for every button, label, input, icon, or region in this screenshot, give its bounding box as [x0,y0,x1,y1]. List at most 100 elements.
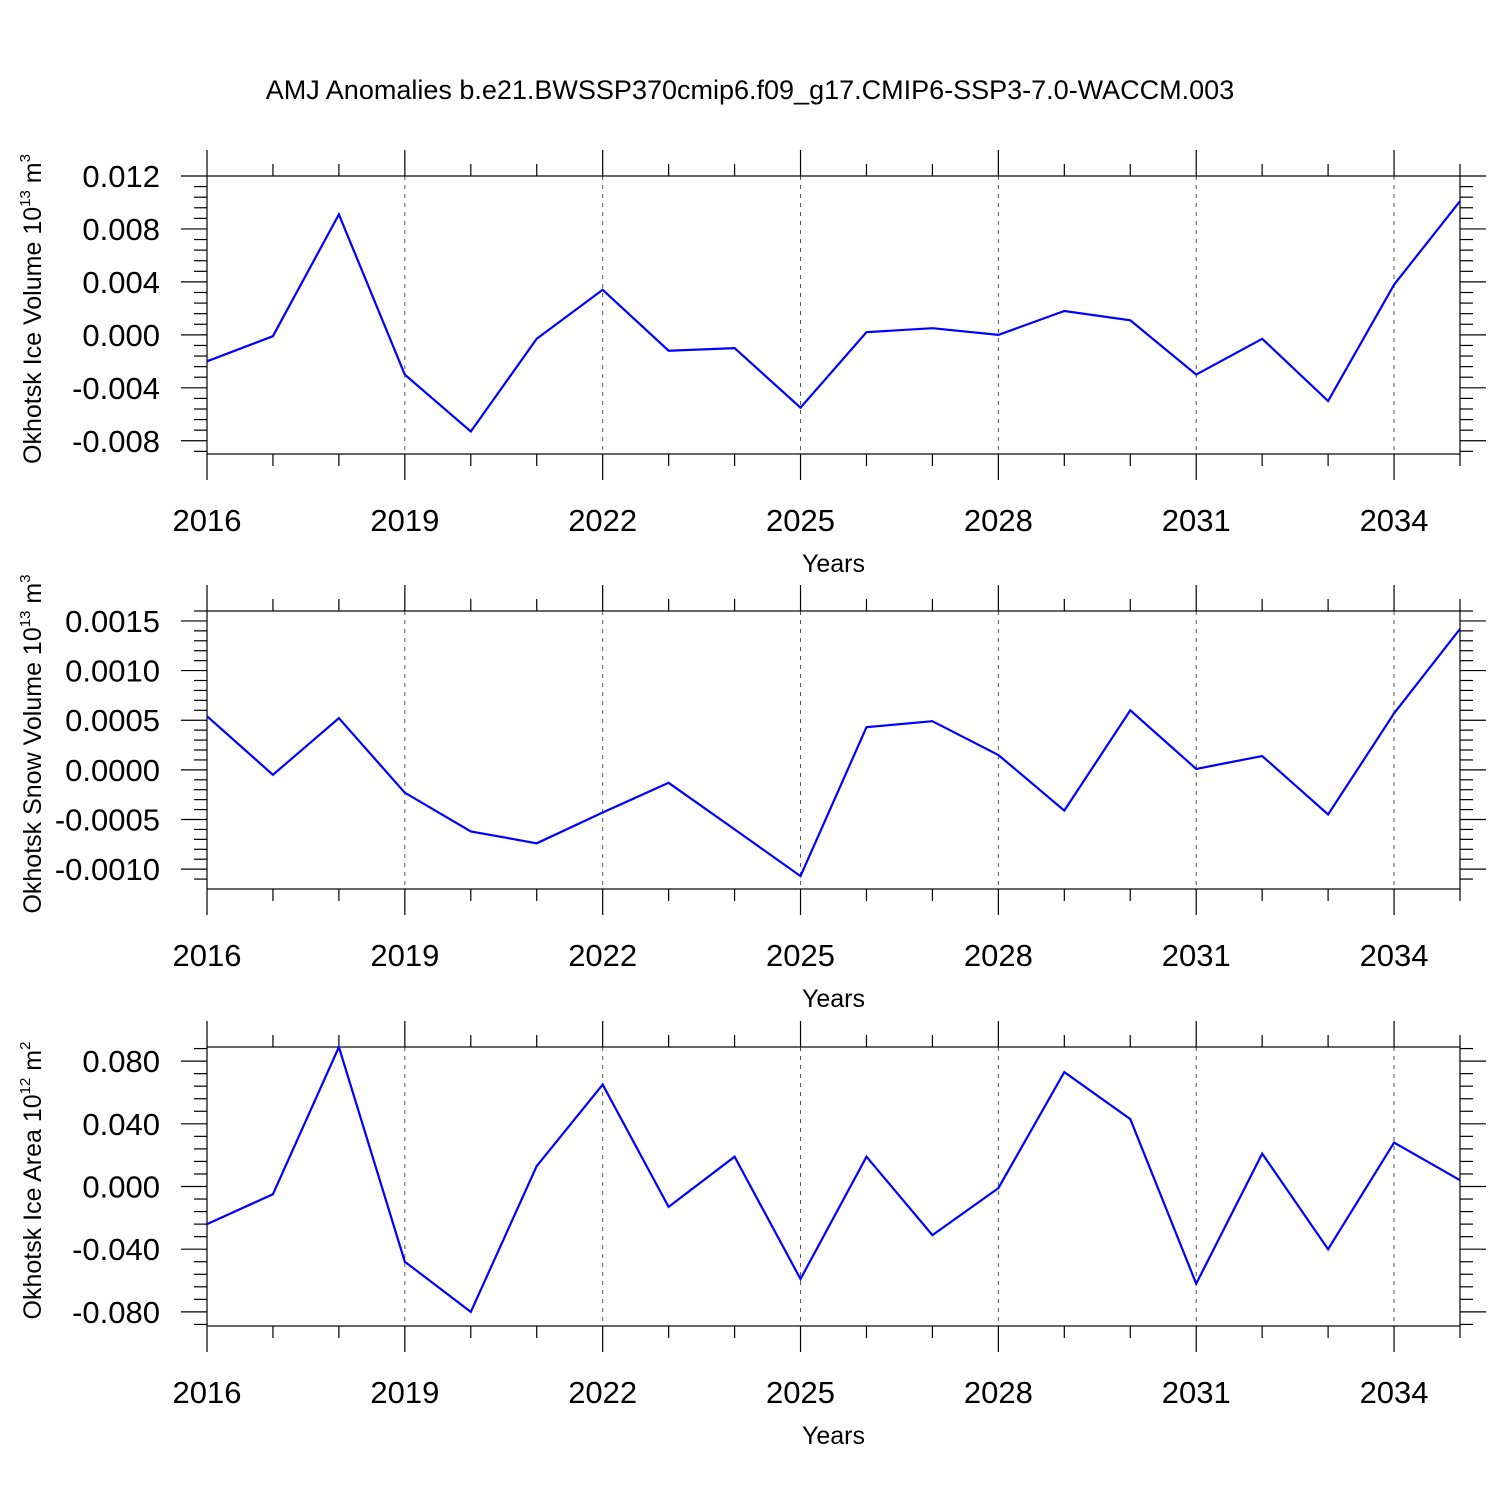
y-axis-label-part: m [19,583,47,611]
data-point [1260,754,1264,758]
data-point [733,346,737,350]
data-point [930,326,934,330]
data-point [799,406,803,410]
data-point [996,333,1000,337]
y-tick-label: 0.0000 [65,753,160,788]
data-point [1194,373,1198,377]
y-tick-label: 0.000 [82,1170,160,1205]
x-tick-label: 2022 [568,938,637,973]
data-point [271,773,275,777]
data-point [601,811,605,815]
data-point [1260,1152,1264,1156]
y-axis-label-superscript: 13 [17,190,34,207]
x-tick-label: 2016 [173,938,242,973]
x-tick-label: 2019 [370,938,439,973]
data-point [205,359,209,363]
data-point [535,1164,539,1168]
y-tick-label: -0.040 [72,1232,160,1267]
y-tick-label: 0.080 [82,1044,160,1079]
x-tick-label: 2034 [1360,1375,1429,1410]
plot-frame [206,1046,1461,1327]
x-tick-label: 2028 [964,503,1033,538]
y-axis-label-part: Okhotsk Ice Area 10 [19,1094,47,1319]
y-axis-label-superscript: 13 [17,611,34,628]
data-point [469,1310,473,1314]
data-point [930,719,934,723]
y-axis-label-superscript: 3 [17,154,34,162]
x-tick-label: 2019 [370,1375,439,1410]
chart-panel-1: 2016 2019 2022 2025 2028 2031 2034 -0.008 -0.004… [17,150,1486,578]
y-axis-label-part: Okhotsk Ice Volume 10 [19,207,47,464]
y-axis-label-part: Okhotsk Snow Volume 10 [19,627,47,913]
y-axis-label-superscript: 2 [17,1042,34,1050]
data-point [535,841,539,845]
data-point [1326,1247,1330,1251]
data-point [799,1277,803,1281]
x-tick-label: 2025 [766,938,835,973]
y-tick-label: 0.000 [82,318,160,353]
data-point [337,1045,341,1049]
y-axis-label: Okhotsk Ice Volume 1013 m3 [17,154,47,464]
plot-frame [206,175,1461,455]
data-point [733,1155,737,1159]
x-tick-label: 2031 [1162,503,1231,538]
data-point [864,1155,868,1159]
data-point [1194,767,1198,771]
figure-title: AMJ Anomalies b.e21.BWSSP370cmip6.f09_g1… [266,75,1234,105]
x-tick-label: 2031 [1162,938,1231,973]
data-point [1260,337,1264,341]
data-point [535,337,539,341]
y-tick-label: 0.040 [82,1107,160,1142]
y-axis-label: Okhotsk Ice Area 1012 m2 [17,1042,47,1320]
y-tick-label: 0.004 [82,265,160,300]
data-point [1128,708,1132,712]
data-point [733,827,737,831]
y-tick-label: 0.0015 [65,604,160,639]
y-tick-label: 0.0010 [65,654,160,689]
data-point [1392,283,1396,287]
series-line [206,1043,1461,1314]
y-axis-label-superscript: 3 [17,574,34,582]
data-point [930,1233,934,1237]
x-tick-label: 2025 [766,503,835,538]
x-axis-label: Years [802,550,865,578]
x-tick-label: 2022 [568,503,637,538]
data-point [601,288,605,292]
data-point [271,334,275,338]
y-tick-label: 0.012 [82,159,160,194]
data-point [601,1083,605,1087]
data-point [1128,318,1132,322]
data-point [403,373,407,377]
x-tick-label: 2031 [1162,1375,1231,1410]
data-point [1326,813,1330,817]
data-point [403,1260,407,1264]
chart-panel-3: 2016 2019 2022 2025 2028 2031 2034 -0.080 -0.040… [17,1021,1486,1450]
data-point [205,1222,209,1226]
series-line [206,628,1461,878]
y-axis-label: Okhotsk Snow Volume 1013 m3 [17,574,47,913]
y-tick-label: -0.0005 [55,803,160,838]
y-tick-label: 0.008 [82,212,160,247]
x-tick-label: 2034 [1360,938,1429,973]
data-point [1392,1141,1396,1145]
x-axis-label: Years [802,1422,865,1450]
data-point [667,349,671,353]
data-point [864,330,868,334]
y-axis-label-part: m [19,1050,47,1078]
data-point [667,1205,671,1209]
data-point [996,753,1000,757]
chart-panel-2: 2016 2019 2022 2025 2028 2031 2034 -0.0010 -0.00… [17,574,1486,1013]
data-point [469,829,473,833]
data-point [1326,399,1330,403]
data-point [1458,199,1462,203]
data-point [271,1192,275,1196]
y-tick-label: 0.0005 [65,703,160,738]
data-point [337,212,341,216]
data-point [205,714,209,718]
y-axis-label-part: m [19,162,47,190]
y-tick-label: -0.080 [72,1295,160,1330]
x-tick-label: 2016 [173,503,242,538]
y-tick-label: -0.0010 [55,852,160,887]
data-point [996,1186,1000,1190]
